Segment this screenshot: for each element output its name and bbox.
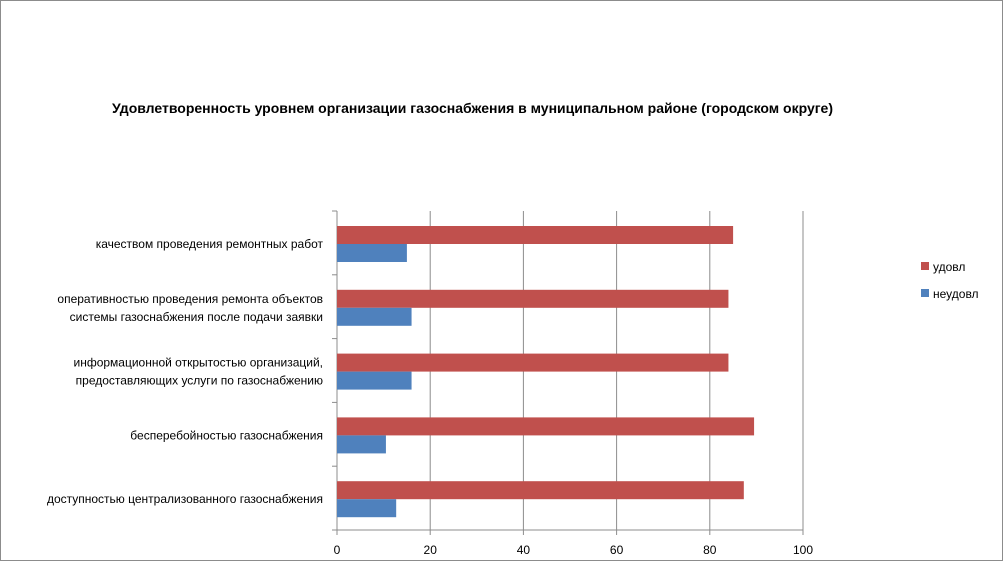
bar-udovl [337,481,744,500]
legend-swatch [921,262,929,270]
category-label: бесперебойностью газоснабжения [130,428,323,442]
category-label: информационной открытостью организаций, [73,356,323,370]
category-label: предоставляющих услуги по газоснабжению [76,374,323,388]
bar-udovl [337,289,729,308]
legend-swatch [921,289,929,297]
legend-label: удовл [933,260,965,274]
x-tick-label: 60 [610,543,624,557]
x-tick-label: 80 [703,543,717,557]
x-tick-label: 100 [793,543,813,557]
legend-label: неудовл [933,287,979,301]
chart-title: Удовлетворенность уровнем организации га… [111,100,834,116]
bar-neudovl [337,244,407,262]
bar-neudovl [337,307,412,326]
bar-udovl [337,417,755,436]
bar-neudovl [337,435,386,454]
bar-udovl [337,353,729,372]
category-label: системы газоснабжения после подачи заявк… [70,310,323,324]
bar-neudovl [337,499,397,518]
bar-neudovl [337,371,412,390]
x-tick-label: 20 [424,543,438,557]
x-tick-label: 0 [334,543,341,557]
category-label: качеством проведения ремонтных работ [96,237,324,251]
category-label: доступностью централизованного газоснабж… [47,492,323,506]
category-label: оперативностью проведения ремонта объект… [57,292,323,306]
x-tick-label: 40 [517,543,531,557]
bar-udovl [337,226,734,244]
